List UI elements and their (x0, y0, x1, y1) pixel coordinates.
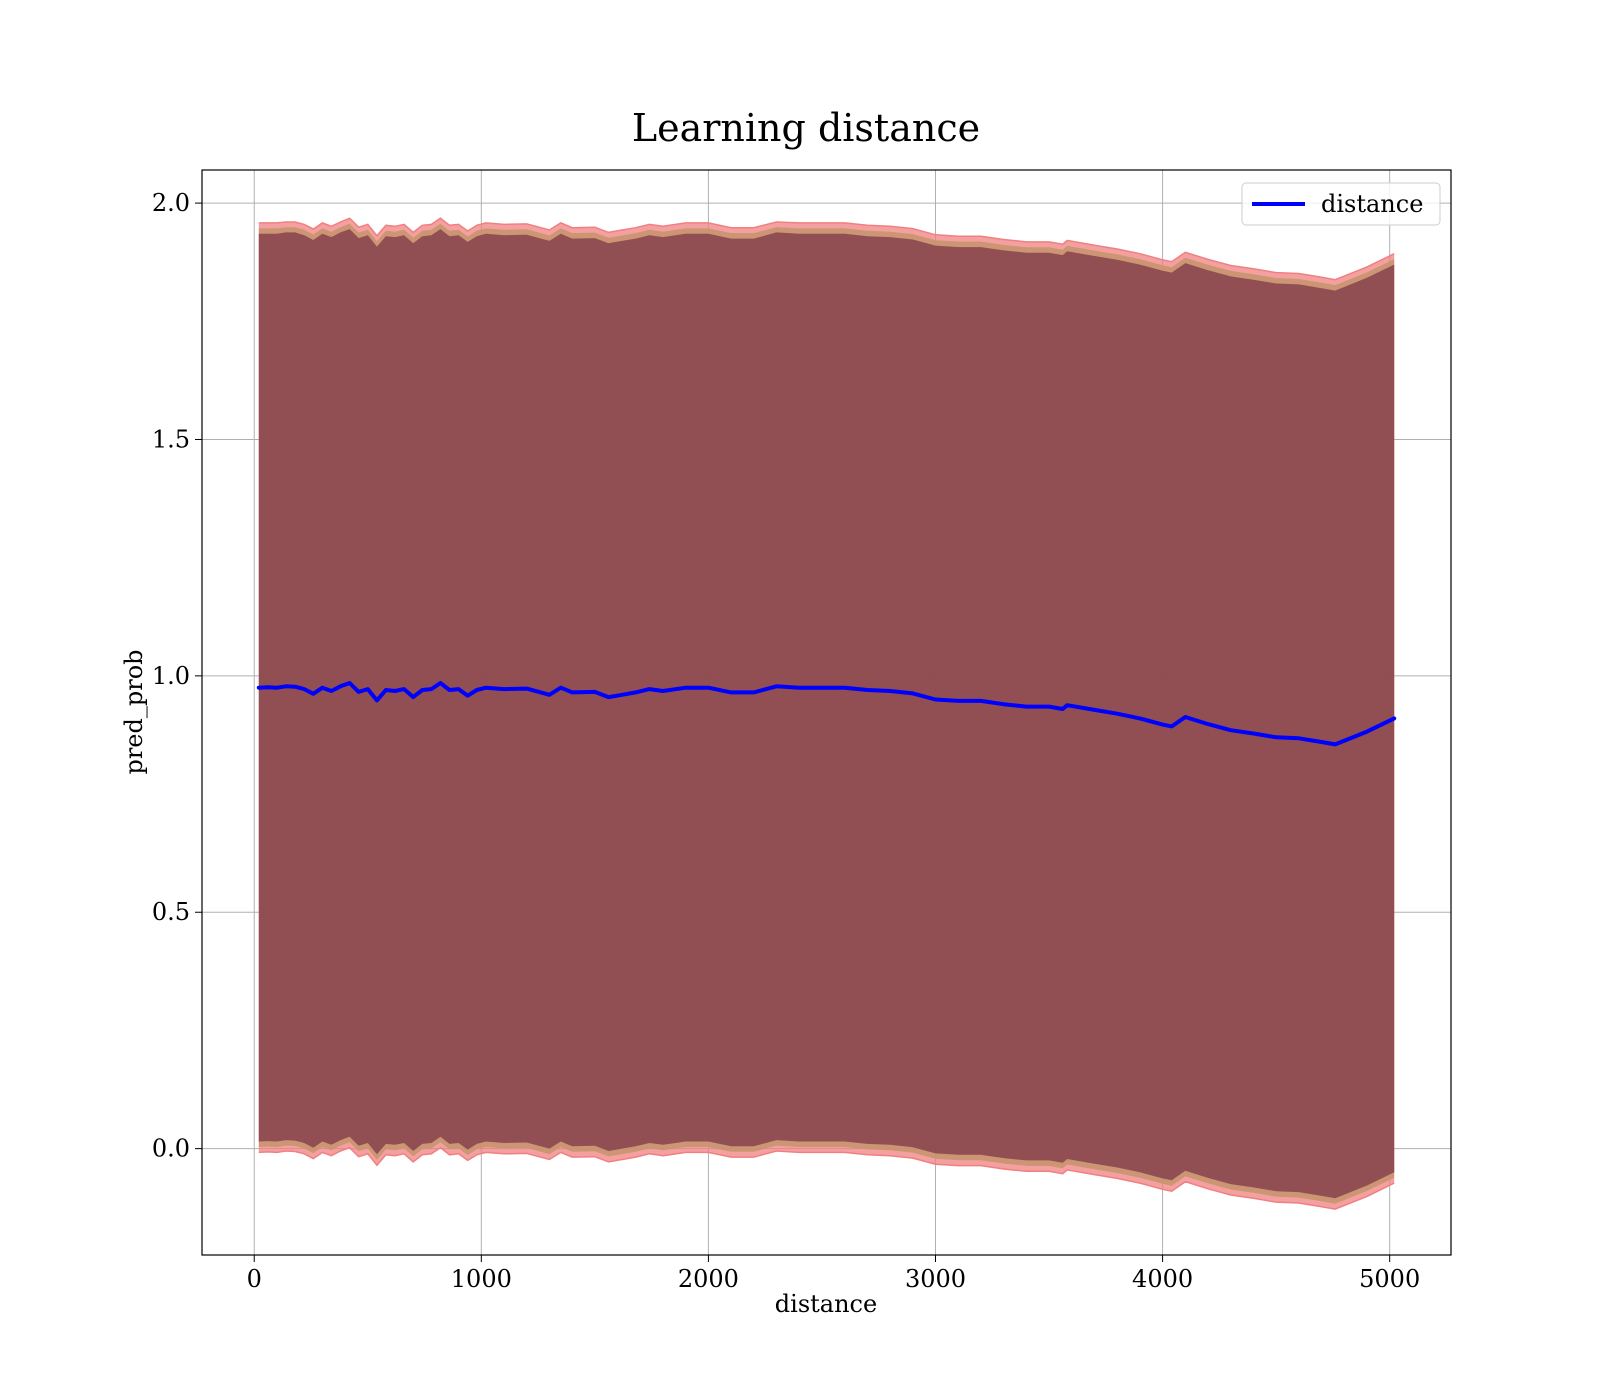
band-inner-area (258, 229, 1395, 1199)
x-tick-label: 4000 (1132, 1265, 1193, 1293)
legend-label-distance: distance (1321, 190, 1423, 218)
x-tick-label: 1000 (451, 1265, 512, 1293)
x-axis-label: distance (775, 1290, 877, 1318)
legend: distance (1241, 182, 1441, 226)
axes-frame (201, 169, 1452, 1256)
series-lines (256, 681, 1397, 747)
series-line-distance (256, 681, 1397, 747)
legend-box (1241, 182, 1441, 226)
ticks: 0 1000 2000 3000 4000 5000 0.0 0.5 1.0 1.5 2.0 (152, 189, 1420, 1293)
y-tick-label: 0.5 (152, 898, 190, 926)
x-tick-label: 5000 (1359, 1265, 1420, 1293)
y-tick-label: 1.0 (152, 662, 190, 690)
y-tick-label: 1.5 (152, 425, 190, 453)
band-lower-edge (258, 1146, 1395, 1210)
chart-title: Learning distance (632, 106, 980, 150)
band-upper-edge (258, 217, 1395, 281)
confidence-band (258, 217, 1395, 1210)
y-tick-label: 0.0 (152, 1135, 190, 1163)
y-tick-label: 2.0 (152, 189, 190, 217)
y-axis-label: pred_prob (120, 649, 148, 774)
x-tick-label: 2000 (678, 1265, 739, 1293)
x-tick-label: 0 (247, 1265, 262, 1293)
x-tick-label: 3000 (905, 1265, 966, 1293)
